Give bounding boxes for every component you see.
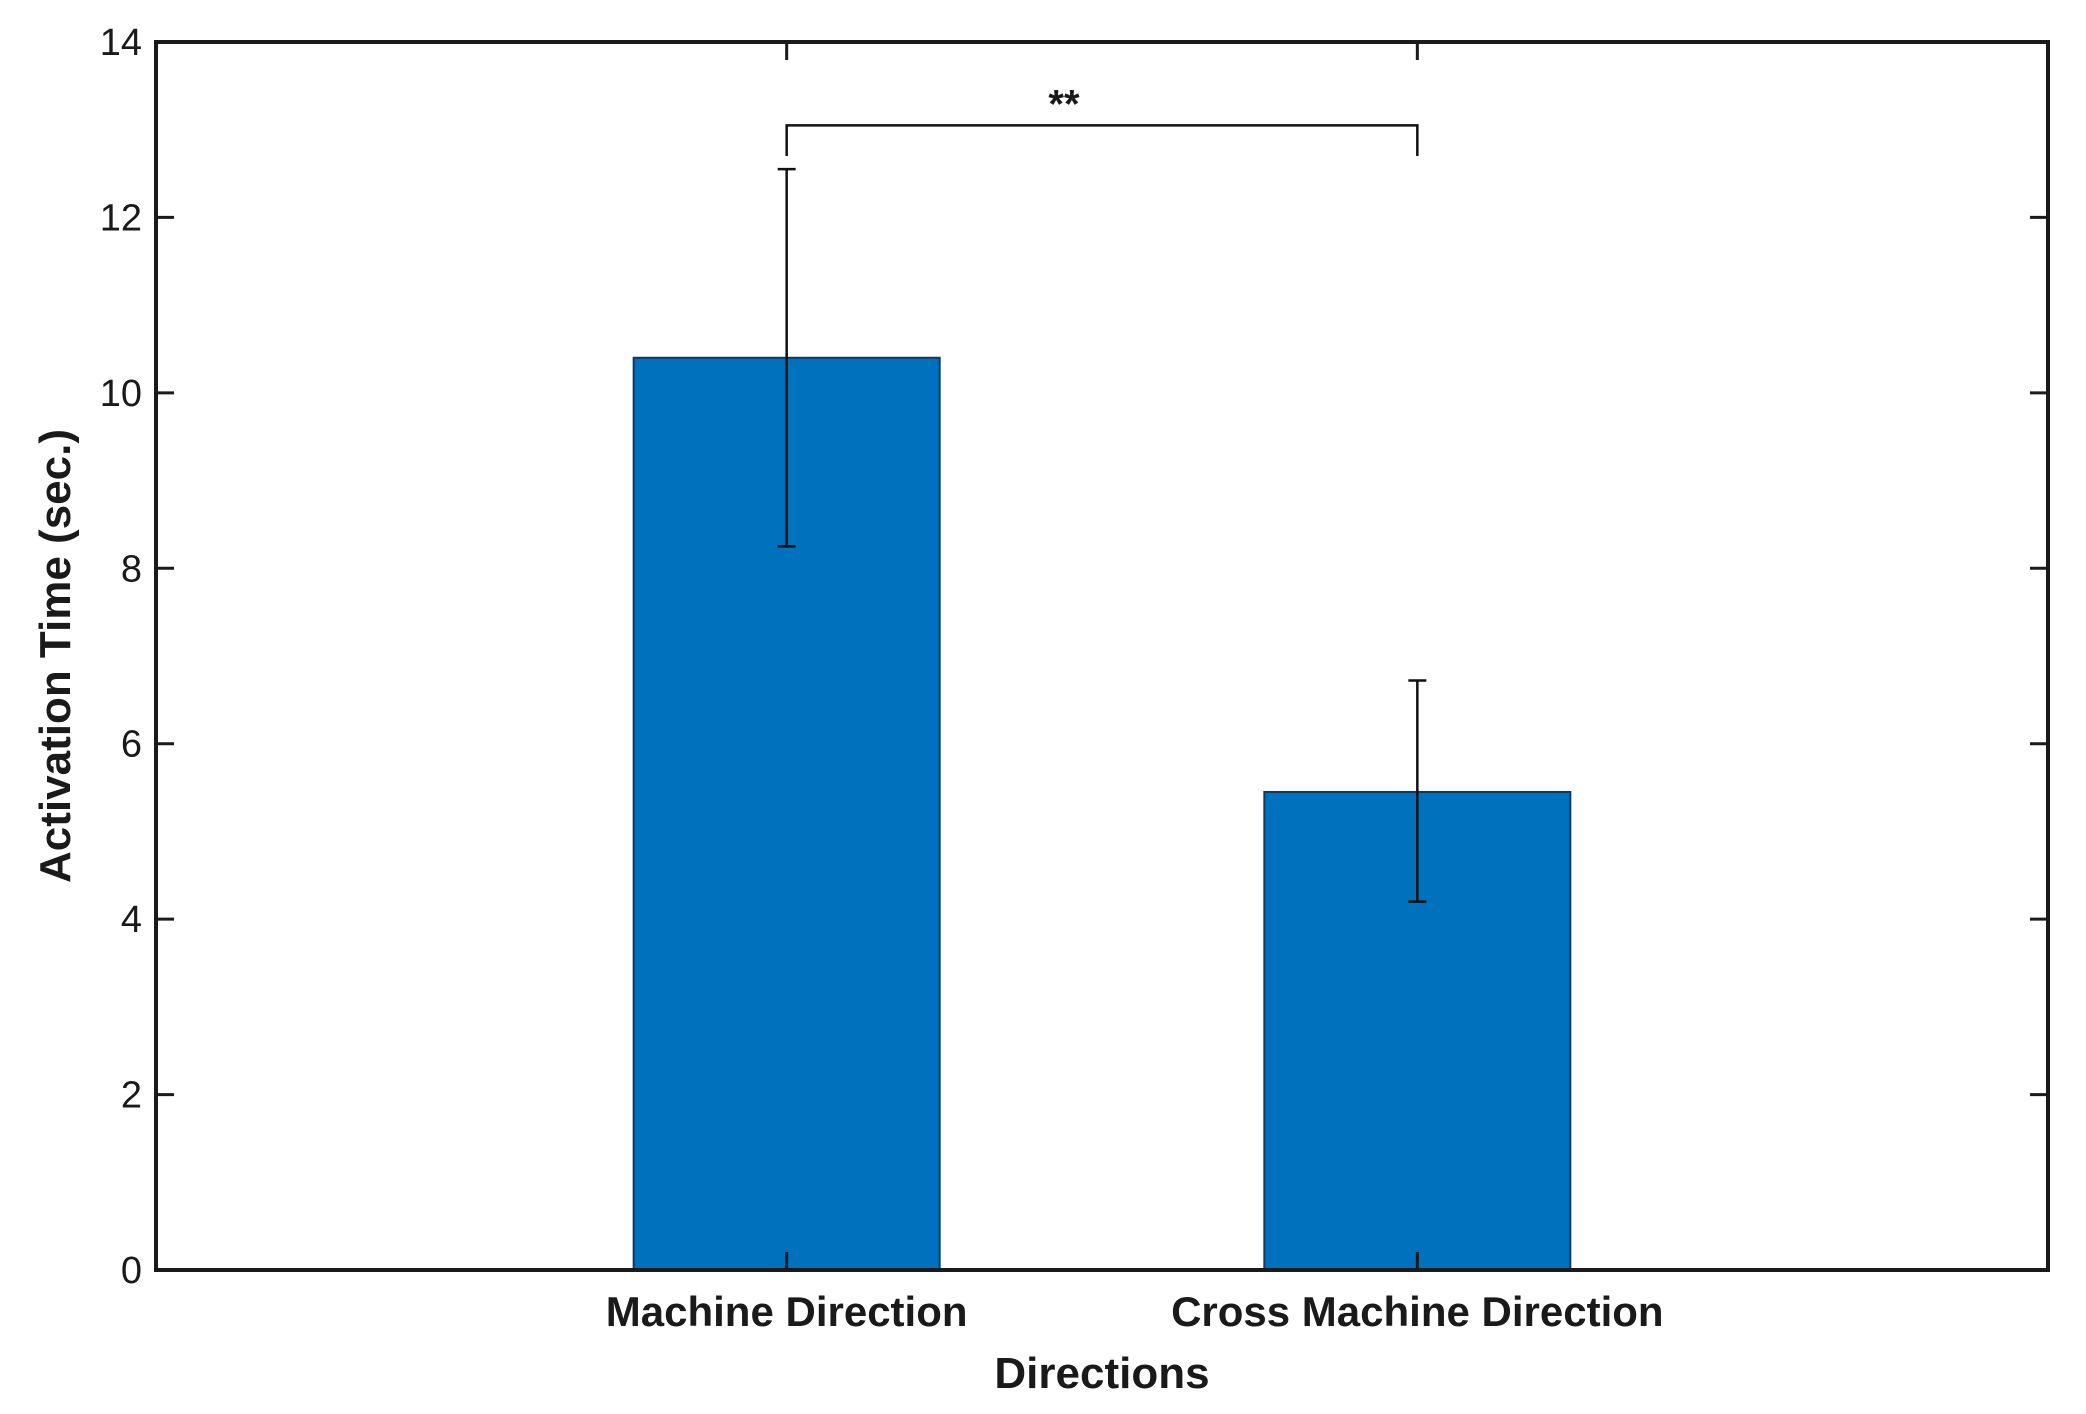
y-tick-label-0: 0 <box>121 1250 142 1292</box>
ticks-layer: 0 2 4 6 8 10 12 14 Machine Direction Cross Machin… <box>100 22 2048 1335</box>
plot-area-frame <box>154 40 2050 1272</box>
significance-annotation: ** <box>785 82 1419 157</box>
x-tick-label-1: Machine Direction <box>606 1288 968 1335</box>
y-tick-label-10: 10 <box>100 373 142 415</box>
y-tick-label-14: 14 <box>100 22 142 64</box>
significance-label: ** <box>1048 82 1080 126</box>
y-tick-label-6: 6 <box>121 724 142 766</box>
y-tick-label-8: 8 <box>121 548 142 590</box>
y-tick-label-4: 4 <box>121 899 142 941</box>
y-tick-label-2: 2 <box>121 1075 142 1117</box>
significance-bracket <box>785 124 1419 157</box>
error-bars-layer <box>777 167 1427 903</box>
x-tick-label-2: Cross Machine Direction <box>1171 1288 1663 1335</box>
bars-layer <box>632 356 1572 1271</box>
y-axis-title: Activation Time (sec.) <box>31 429 80 883</box>
y-tick-label-12: 12 <box>100 197 142 239</box>
x-axis-title: Directions <box>994 1349 1209 1398</box>
